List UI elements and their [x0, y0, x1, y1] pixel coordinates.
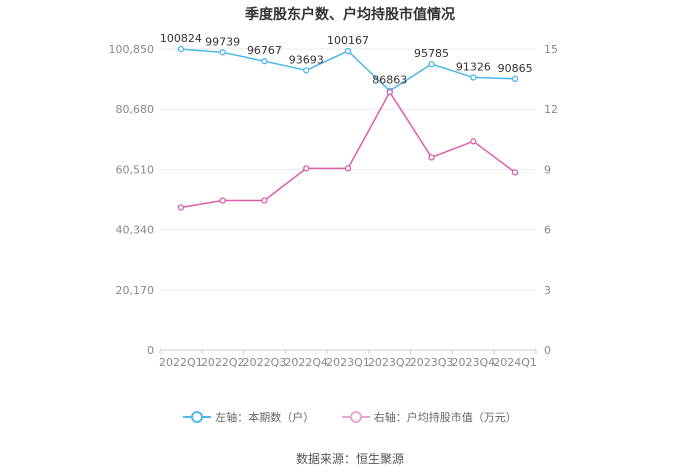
- data-point: [219, 197, 226, 204]
- data-point: [511, 169, 519, 176]
- data-point: [470, 138, 477, 145]
- data-point: [386, 88, 393, 96]
- right-axis-tick-label: 12: [544, 103, 558, 116]
- data-point: [219, 49, 226, 56]
- left-axis-tick-label: 60,510: [116, 163, 155, 176]
- data-source: 数据来源：恒生聚源: [295, 452, 404, 466]
- data-label: 91326: [456, 60, 491, 73]
- data-point: [303, 67, 310, 74]
- right-axis-tick-label: 6: [544, 224, 551, 237]
- left-axis-tick-label: 100,850: [109, 43, 155, 56]
- x-axis-tick-label: 2024Q1: [493, 356, 537, 369]
- data-point: [177, 204, 185, 211]
- data-point: [344, 47, 352, 55]
- right-axis-tick-label: 9: [544, 163, 551, 176]
- left-axis-tick-label: 0: [147, 344, 154, 357]
- x-axis-tick-label: 2023Q1: [326, 356, 370, 369]
- x-axis-tick-label: 2022Q2: [201, 356, 245, 369]
- data-label: 100824: [160, 32, 202, 45]
- data-point: [511, 75, 519, 82]
- right-axis-tick-label: 15: [544, 43, 558, 56]
- data-point: [261, 197, 268, 204]
- data-label: 96767: [247, 44, 282, 57]
- right-axis-tick-label: 3: [544, 284, 551, 297]
- legend-marker-households: [183, 411, 212, 423]
- x-axis-tick-label: 2023Q4: [452, 356, 496, 369]
- legend-marker-avg-value: [341, 411, 370, 423]
- left-axis-tick-label: 80,680: [116, 103, 155, 116]
- data-label: 95785: [414, 47, 449, 60]
- legend-label-avg-value: 右轴：户均持股市值（万元）: [373, 411, 517, 424]
- x-axis-tick-label: 2022Q1: [159, 356, 203, 369]
- legend-label-households: 左轴：本期数（户）: [215, 411, 315, 424]
- data-point: [344, 165, 352, 172]
- legend: 左轴：本期数（户） 右轴：户均持股市值（万元）: [0, 409, 700, 426]
- x-axis-tick-label: 2022Q3: [243, 356, 287, 369]
- right-axis-tick-label: 0: [544, 344, 551, 357]
- data-point: [428, 154, 435, 161]
- left-axis-tick-label: 20,170: [116, 284, 155, 297]
- data-point: [470, 74, 477, 81]
- data-label: 86863: [372, 74, 407, 87]
- legend-item-households[interactable]: 左轴：本期数（户）: [183, 409, 314, 425]
- x-axis-tick-label: 2023Q3: [410, 356, 454, 369]
- x-axis-tick-label: 2022Q4: [284, 356, 328, 369]
- data-label: 93693: [289, 53, 324, 66]
- data-point: [261, 58, 268, 65]
- data-label: 100167: [327, 34, 369, 47]
- data-point: [428, 60, 435, 68]
- data-label: 90865: [498, 62, 533, 75]
- x-axis-tick-label: 2023Q2: [368, 356, 412, 369]
- data-point: [303, 165, 310, 172]
- legend-item-avg-value[interactable]: 右轴：户均持股市值（万元）: [341, 409, 517, 425]
- data-label: 99739: [205, 35, 240, 48]
- left-axis-tick-label: 40,340: [116, 224, 155, 237]
- chart-title: 季度股东户数、户均持股市值情况: [245, 7, 455, 23]
- data-point: [177, 45, 185, 53]
